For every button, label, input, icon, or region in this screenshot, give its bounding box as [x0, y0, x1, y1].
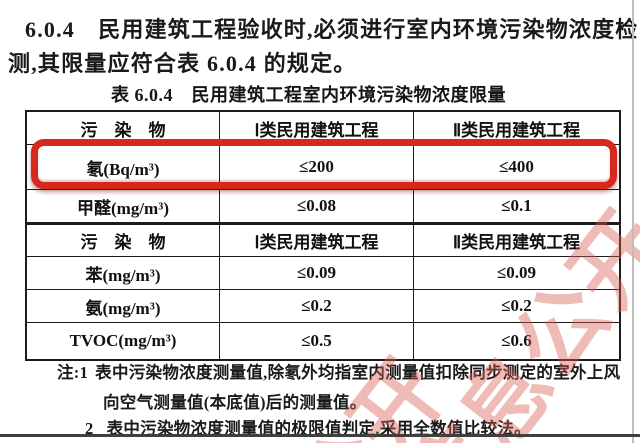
- cell-benzene-class1: ≤0.09: [220, 257, 414, 290]
- note-1-text: 表中污染物浓度测量值,除氡外均指室内测量值扣除同步测定的室外上风: [95, 363, 621, 382]
- note-1-continued: 向空气测量值(本底值)后的测量值。: [103, 393, 367, 412]
- pollutant-limits-table: 污 染 物 Ⅰ类民用建筑工程 Ⅱ类民用建筑工程 氡(Bq/m³) ≤200 ≤4…: [25, 110, 621, 361]
- section-paragraph-line2: 测,其限量应符合表 6.0.4 的规定。: [8, 51, 357, 76]
- header2-cell-pollutant: 污 染 物: [27, 223, 220, 257]
- header2-cell-class1: Ⅰ类民用建筑工程: [220, 223, 414, 257]
- page-right-edge: [632, 0, 634, 443]
- note-2-label: 2: [85, 419, 94, 438]
- cell-benzene-name: 苯(mg/m³): [27, 257, 220, 290]
- note-2-text: 表中污染物浓度测量值的极限值判定,采用全数值比较法。: [106, 419, 531, 438]
- cell-tvoc-class2: ≤0.6: [501, 331, 532, 350]
- cell-benzene-class2: ≤0.09: [414, 257, 619, 290]
- cell-tvoc-class1: ≤0.5: [220, 323, 414, 359]
- cell-formaldehyde-class2: ≤0.1: [414, 190, 619, 223]
- section-paragraph-line1: 6.0.4 民用建筑工程验收时,必须进行室内环境污染物浓度检: [25, 17, 639, 42]
- radon-row-highlight-box: [31, 139, 617, 189]
- note-1: 注:1 表中污染物浓度测量值,除氡外均指室内测量值扣除同步测定的室外上风: [57, 359, 620, 383]
- note-2: 2 表中污染物浓度测量值的极限值判定,采用全数值比较法。: [85, 415, 531, 439]
- cell-formaldehyde-name: 甲醛(mg/m³): [27, 190, 220, 223]
- cell-tvoc-name: TVOC(mg/m³): [27, 323, 220, 359]
- cell-ammonia-name: 氨(mg/m³): [27, 290, 220, 323]
- cell-ammonia-class2: ≤0.2: [414, 290, 619, 323]
- header2-cell-class2: Ⅱ类民用建筑工程: [414, 223, 619, 257]
- table-caption: 表 6.0.4 民用建筑工程室内环境污染物浓度限量: [111, 85, 506, 105]
- cell-radon-class1: ≤200: [220, 145, 414, 190]
- cell-radon-class2: ≤400: [414, 145, 619, 190]
- cell-ammonia-class1: ≤0.2: [220, 290, 414, 323]
- page-bottom-edge: [0, 434, 640, 437]
- note-1-label: 注:1: [57, 363, 89, 382]
- cell-radon-name: 氡(Bq/m³): [27, 145, 220, 190]
- cell-formaldehyde-class1: ≤0.08: [220, 190, 414, 223]
